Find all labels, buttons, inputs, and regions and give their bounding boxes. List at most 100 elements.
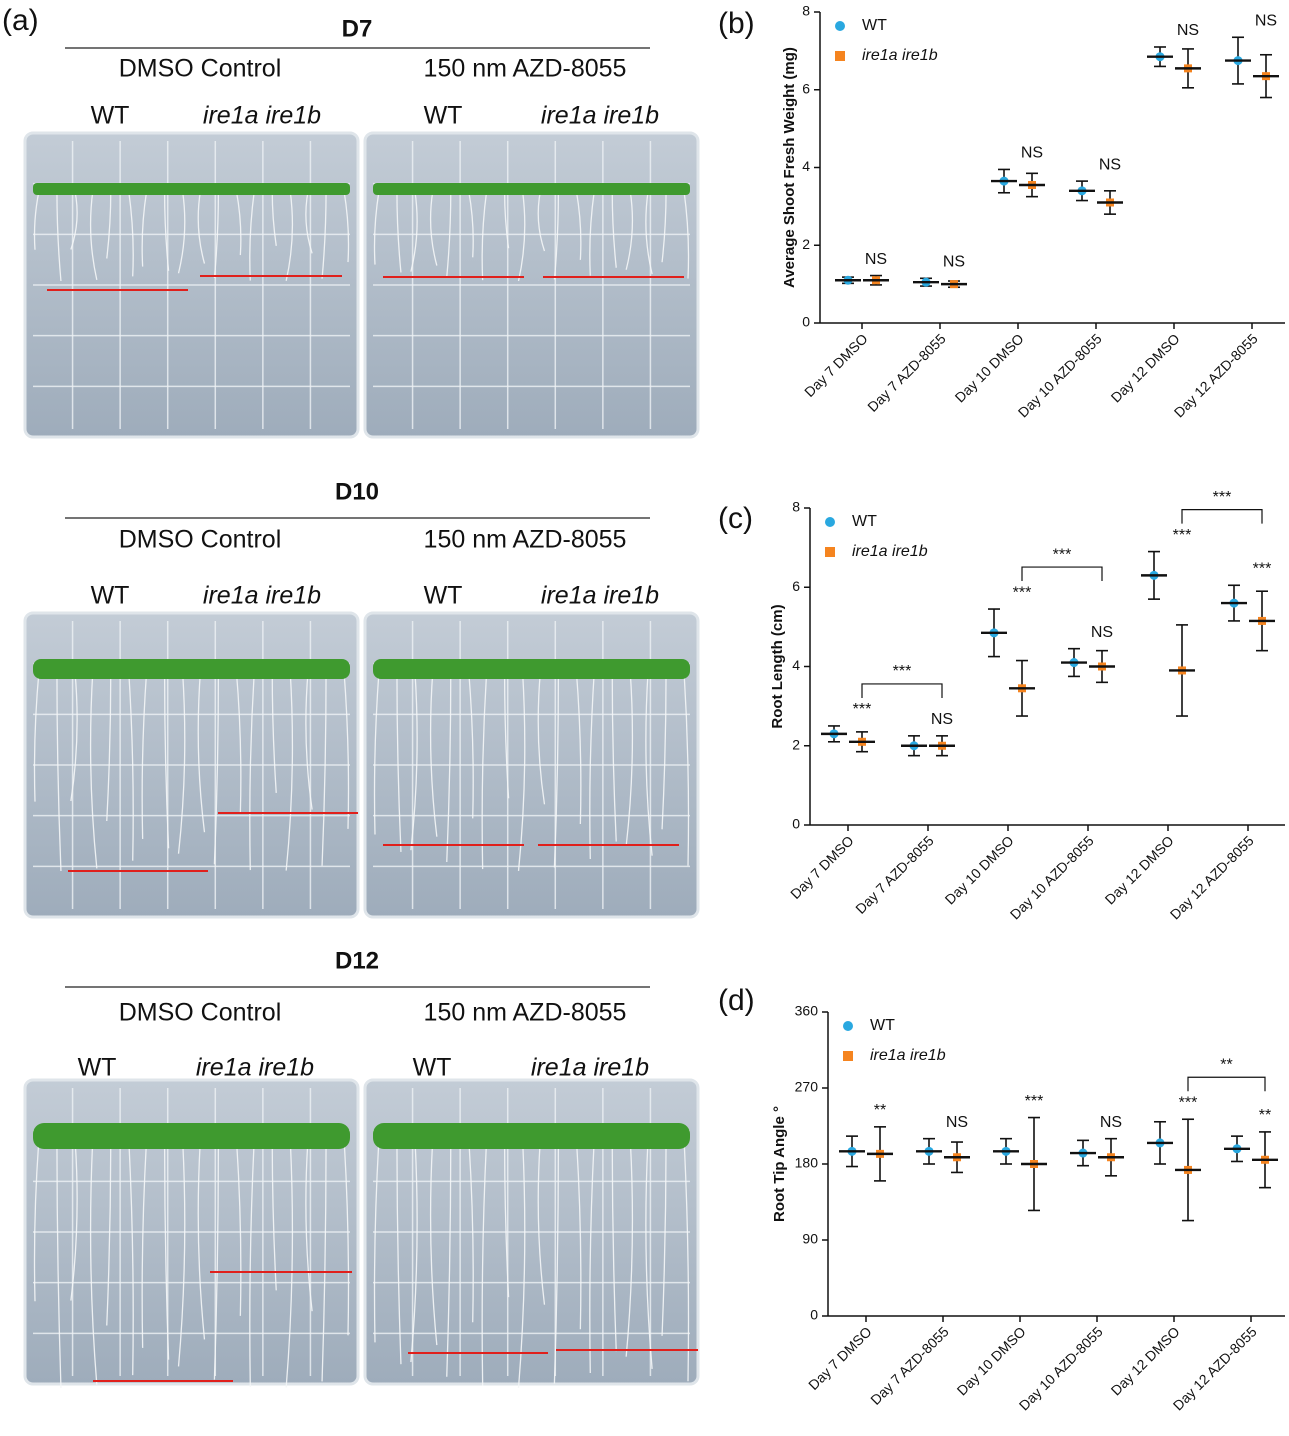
root — [141, 670, 148, 839]
legend-label: ire1a ire1b — [870, 1047, 946, 1064]
plate-photo — [23, 131, 360, 439]
group-summary — [1097, 190, 1123, 215]
root — [661, 1137, 667, 1336]
root — [343, 1137, 350, 1336]
root — [589, 190, 595, 276]
genotype-label: ire1a ire1b — [541, 102, 659, 130]
root — [503, 1137, 510, 1298]
y-tick-label: 6 — [792, 578, 800, 594]
genotype-label: WT — [413, 1054, 452, 1082]
group-summary — [1069, 180, 1095, 202]
root — [468, 670, 474, 819]
bracket-label: *** — [893, 663, 912, 680]
group-summary — [993, 1137, 1019, 1165]
x-tick-label: Day 12 DMSO — [1102, 832, 1177, 907]
bracket-label: ** — [1220, 1056, 1232, 1073]
root — [128, 1137, 134, 1376]
root — [446, 670, 452, 863]
seedlings — [33, 183, 350, 195]
group-summary — [1221, 584, 1247, 622]
y-axis-label: Root Tip Angle ° — [771, 1106, 788, 1222]
root — [70, 190, 78, 250]
x-tick-label: Day 10 AZD-8055 — [1016, 1323, 1106, 1413]
group-summary — [1070, 1139, 1096, 1167]
root — [611, 190, 617, 268]
x-tick-label: Day 12 DMSO — [1108, 1323, 1183, 1398]
group-summary — [1147, 1120, 1173, 1165]
seedlings — [33, 1123, 350, 1149]
y-axis-label: Root Length (cm) — [769, 604, 786, 728]
group-summary — [1175, 48, 1201, 89]
root — [645, 670, 653, 856]
root — [56, 190, 62, 282]
root — [537, 1137, 546, 1305]
x-tick-label: Day 10 DMSO — [954, 1323, 1029, 1398]
root — [661, 670, 667, 830]
x-tick-label: Day 10 AZD-8055 — [1007, 832, 1097, 922]
group-summary — [1089, 649, 1115, 684]
condition-label: 150 nm AZD-8055 — [424, 55, 627, 83]
root — [517, 190, 526, 282]
root — [410, 670, 418, 851]
root — [553, 190, 560, 280]
section-title: D10 — [335, 478, 379, 505]
root — [517, 670, 526, 872]
significance-label: *** — [1025, 1093, 1044, 1110]
y-tick-label: 8 — [802, 3, 810, 19]
group-summary — [929, 735, 955, 757]
root — [446, 1137, 452, 1377]
root — [321, 190, 327, 279]
root — [89, 1137, 98, 1385]
root — [410, 1137, 418, 1363]
legend-label: WT — [852, 513, 877, 530]
group-summary — [1009, 659, 1035, 717]
x-tick-label: Day 12 AZD-8055 — [1167, 832, 1257, 922]
root — [177, 190, 186, 274]
x-tick-label: Day 12 AZD-8055 — [1170, 1323, 1260, 1413]
bracket-label: *** — [1213, 489, 1232, 506]
group-summary — [901, 735, 927, 757]
root — [537, 670, 546, 805]
y-tick-label: 270 — [795, 1079, 819, 1095]
x-tick-label: Day 7 DMSO — [805, 1323, 875, 1393]
significance-label: NS — [1021, 145, 1043, 162]
root — [645, 190, 653, 275]
y-tick-label: 4 — [802, 158, 810, 174]
group-summary — [863, 274, 889, 286]
legend-label: WT — [870, 1017, 895, 1034]
root — [305, 1137, 313, 1312]
y-tick-label: 180 — [795, 1155, 819, 1171]
section-title: D7 — [342, 15, 373, 42]
y-tick-label: 6 — [802, 80, 810, 96]
root — [163, 190, 170, 271]
legend-marker — [843, 1021, 853, 1031]
root — [235, 1137, 242, 1316]
root — [285, 670, 294, 871]
root — [197, 670, 206, 833]
root — [645, 1137, 653, 1369]
significance-label: *** — [1179, 1094, 1198, 1111]
root — [343, 670, 350, 829]
root — [177, 670, 186, 854]
genotype-label: WT — [91, 582, 130, 610]
x-tick-label: Day 12 AZD-8055 — [1171, 330, 1261, 420]
root — [128, 670, 134, 861]
group-summary — [1253, 53, 1279, 99]
root — [285, 190, 294, 281]
root — [661, 190, 667, 263]
group-summary — [1061, 647, 1087, 678]
root — [429, 1137, 438, 1346]
significance-label: ** — [1259, 1107, 1271, 1124]
root — [503, 190, 510, 249]
root — [197, 1137, 206, 1340]
legend-label: ire1a ire1b — [852, 543, 928, 560]
plate-photo — [363, 131, 700, 439]
root — [396, 670, 402, 852]
plate-photo — [23, 1078, 360, 1389]
genotype-label: WT — [424, 582, 463, 610]
root — [517, 1137, 526, 1388]
condition-label: 150 nm AZD-8055 — [424, 526, 627, 554]
group-summary — [913, 277, 939, 287]
root — [70, 1137, 78, 1301]
group-summary — [1225, 36, 1251, 85]
